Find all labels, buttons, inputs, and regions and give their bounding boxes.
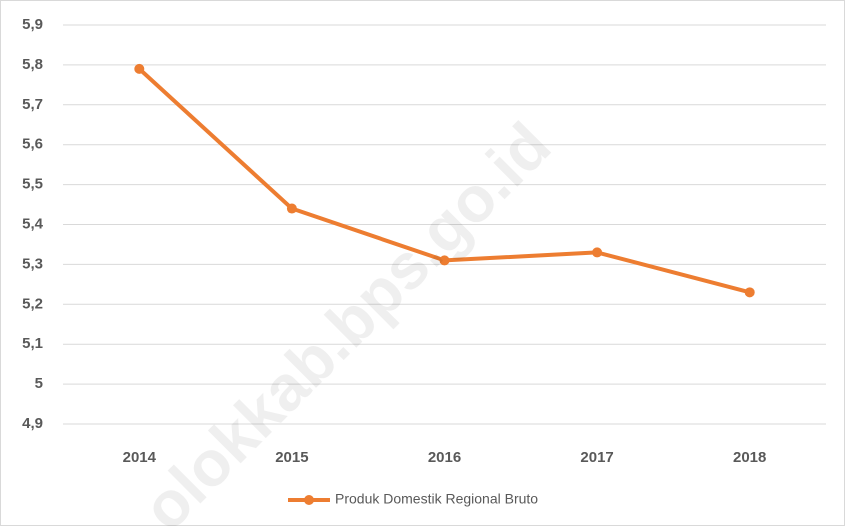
y-tick-label: 5,3 bbox=[22, 255, 43, 272]
data-point bbox=[286, 203, 297, 214]
y-tick-label: 5 bbox=[35, 375, 43, 392]
y-tick-label: 5,2 bbox=[22, 295, 43, 312]
y-tick-label: 5,1 bbox=[22, 335, 43, 352]
data-point bbox=[744, 287, 755, 298]
x-tick-label: 2016 bbox=[428, 449, 461, 466]
data-point bbox=[134, 63, 145, 74]
y-tick-label: 5,9 bbox=[22, 16, 43, 33]
y-tick-label: 5,4 bbox=[22, 215, 44, 232]
x-tick-label: 2017 bbox=[580, 449, 613, 466]
y-tick-label: 5,7 bbox=[22, 96, 43, 113]
x-tick-label: 2018 bbox=[733, 449, 766, 466]
y-tick-label: 5,6 bbox=[22, 136, 43, 153]
legend-marker bbox=[304, 495, 314, 505]
y-tick-label: 4,9 bbox=[22, 415, 43, 432]
data-point bbox=[592, 247, 603, 258]
x-tick-label: 2015 bbox=[275, 449, 308, 466]
y-tick-label: 5,5 bbox=[22, 176, 43, 193]
data-point bbox=[439, 255, 450, 266]
y-tick-label: 5,8 bbox=[22, 56, 43, 73]
legend-label: Produk Domestik Regional Bruto bbox=[335, 491, 538, 507]
x-tick-label: 2014 bbox=[123, 449, 157, 466]
